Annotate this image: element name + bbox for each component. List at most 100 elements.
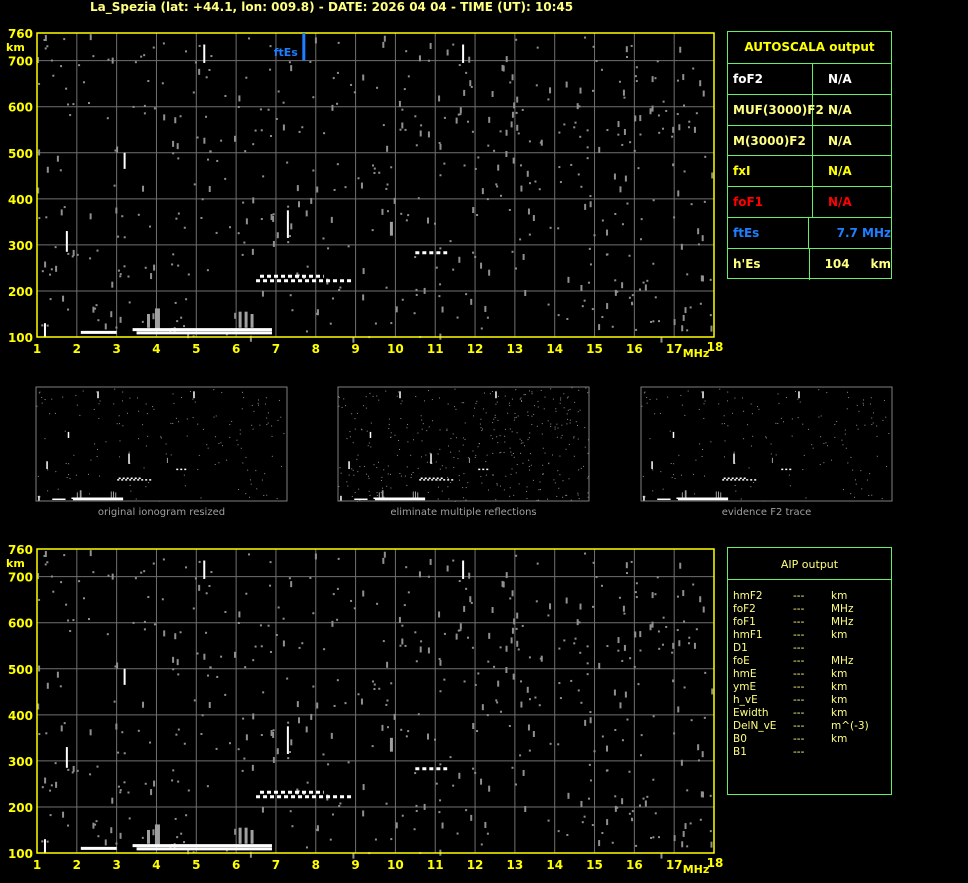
noise-dot <box>529 469 531 471</box>
noise-dot <box>316 702 319 709</box>
noise-dot <box>76 769 79 772</box>
noise-dot <box>671 135 674 138</box>
noise-dot <box>312 96 315 99</box>
noise-dot <box>400 212 403 215</box>
noise-dot <box>637 683 640 686</box>
noise-dot <box>184 485 186 487</box>
aip-row: B1 --- <box>733 746 891 759</box>
noise-dot <box>515 267 518 270</box>
noise-dot <box>532 479 534 481</box>
noise-dot <box>44 563 47 566</box>
noise-dot <box>69 630 72 633</box>
noise-dot <box>547 303 550 306</box>
noise-dot <box>92 55 95 58</box>
noise-dot <box>856 404 858 406</box>
noise-dot <box>876 455 878 457</box>
noise-dot <box>601 316 604 319</box>
noise-dot <box>177 212 180 215</box>
noise-dot <box>296 701 299 708</box>
noise-dot <box>454 406 456 408</box>
noise-dot <box>526 686 529 693</box>
noise-dot <box>418 571 421 578</box>
noise-dot <box>491 90 494 97</box>
noise-dot <box>400 728 403 731</box>
noise-dot <box>573 455 575 457</box>
noise-dot <box>876 435 878 437</box>
noise-dot <box>303 792 306 795</box>
noise-dot <box>687 126 690 129</box>
noise-dot <box>486 198 489 201</box>
noise-dot <box>511 398 513 400</box>
noise-dot <box>423 803 426 810</box>
noise-dot <box>178 421 180 423</box>
noise-dot <box>381 487 383 489</box>
noise-dot <box>465 293 468 296</box>
noise-dot <box>734 462 736 464</box>
noise-dot <box>147 596 150 599</box>
noise-dot <box>577 689 580 692</box>
noise-dot <box>52 74 55 77</box>
noise-dot <box>406 427 408 429</box>
noise-dot <box>143 628 146 631</box>
noise-dot <box>862 402 864 404</box>
noise-dot <box>439 283 442 286</box>
noise-dot <box>665 109 668 112</box>
noise-dot <box>385 390 387 392</box>
noise-dot <box>329 322 332 325</box>
noise-dot <box>654 812 657 815</box>
x-tick-label: 15 <box>586 858 603 872</box>
noise-dot <box>621 659 624 662</box>
noise-dot <box>387 465 389 467</box>
noise-dot <box>536 46 539 49</box>
noise-dot <box>289 751 292 754</box>
noise-dot <box>508 402 510 404</box>
noise-dot <box>38 149 41 156</box>
noise-dot <box>630 560 633 563</box>
noise-dot <box>403 88 406 91</box>
noise-dot <box>474 255 477 258</box>
noise-dot <box>386 726 389 729</box>
noise-dot <box>508 208 511 211</box>
x-tick-label: 15 <box>586 342 603 356</box>
noise-dot <box>189 390 191 392</box>
noise-dot <box>339 467 341 469</box>
noise-dot <box>697 228 700 235</box>
noise-dot <box>55 781 58 788</box>
noise-dot <box>152 46 155 49</box>
noise-dot <box>699 302 702 305</box>
noise-dot <box>617 649 620 652</box>
noise-dot <box>676 629 679 632</box>
noise-dot <box>374 838 377 841</box>
noise-dot <box>753 482 755 484</box>
noise-dot <box>390 682 393 685</box>
thumbnail-frame <box>35 386 288 502</box>
noise-dot <box>614 795 617 798</box>
noise-dot <box>495 499 497 501</box>
noise-dot <box>522 462 524 464</box>
noise-dot <box>487 144 490 147</box>
noise-dot <box>366 430 368 432</box>
noise-dot <box>697 243 700 246</box>
noise-dot <box>492 422 494 424</box>
noise-dot <box>580 800 583 807</box>
noise-dot <box>848 397 850 399</box>
noise-dot <box>176 143 179 150</box>
noise-dot <box>128 817 131 820</box>
noise-dot <box>187 332 190 339</box>
noise-dot <box>67 824 70 827</box>
noise-dot <box>266 494 268 496</box>
noise-dot <box>382 41 385 48</box>
noise-dot <box>559 402 561 404</box>
noise-dot <box>831 459 833 461</box>
noise-dot <box>269 45 272 48</box>
noise-dot <box>243 241 246 244</box>
noise-dot <box>515 783 518 786</box>
noise-dot <box>503 452 505 454</box>
noise-dot <box>704 671 707 674</box>
noise-dot <box>510 637 513 644</box>
noise-dot <box>487 489 489 491</box>
noise-dot <box>499 452 501 454</box>
noise-dot <box>128 451 130 453</box>
noise-dot <box>785 397 787 399</box>
noise-dot <box>38 82 41 85</box>
